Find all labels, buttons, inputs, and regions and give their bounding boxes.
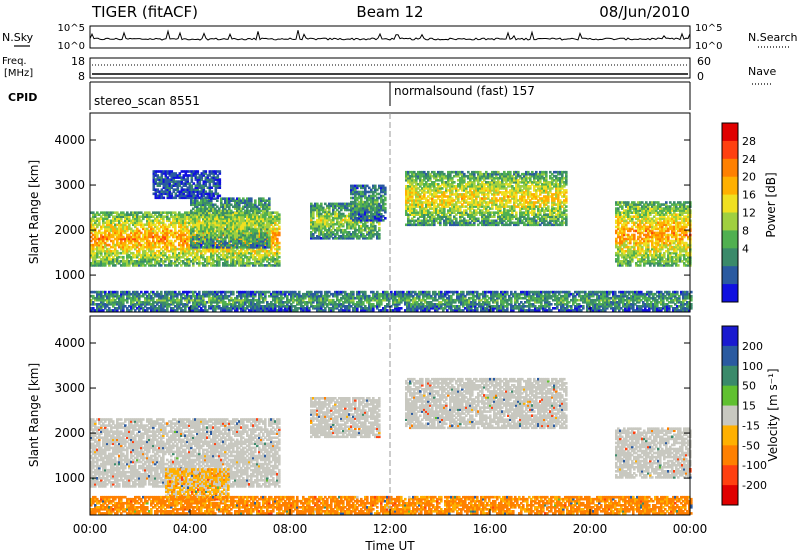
echo-cell: [122, 256, 125, 259]
echo-cell: [163, 197, 166, 200]
echo-cell: [374, 185, 377, 188]
echo-cell: [219, 178, 222, 181]
echo-cell: [278, 213, 281, 216]
echo-cell: [278, 226, 281, 229]
nsky-label: N.Sky: [2, 31, 34, 44]
echo-cell: [250, 197, 253, 200]
echo-cell: [278, 242, 281, 245]
echo-cell: [278, 256, 281, 259]
echo-cell: [378, 227, 381, 230]
noise-bottom-tick: 10^0: [58, 41, 85, 52]
nave-tick-bottom: 0: [697, 70, 704, 83]
echo-cell: [278, 232, 281, 235]
echo-cell: [384, 207, 387, 210]
noise-right-top-tick: 10^5: [695, 23, 722, 34]
power-data: [90, 170, 693, 312]
echo-cell: [254, 199, 257, 202]
echo-cell: [374, 225, 377, 228]
echo-cell: [278, 252, 281, 255]
nave-tick-top: 60: [697, 55, 711, 68]
freq-tick-top: 18: [71, 55, 85, 68]
echo-cell: [455, 218, 458, 221]
nave-label: Nave: [748, 65, 776, 78]
echo-cell: [378, 233, 381, 236]
cpid-segment-2: normalsound (fast) 157: [394, 84, 535, 98]
freq-label-line1: Freq.: [2, 56, 27, 67]
echo-cell: [219, 195, 222, 198]
echo-cell: [477, 218, 480, 221]
echo-cell: [216, 199, 219, 202]
echo-cell: [205, 170, 208, 173]
cpid-label: CPID: [8, 91, 37, 104]
date-title: 08/Jun/2010: [599, 3, 690, 21]
cpid-panel: CPID stereo_scan 8551 normalsound (fast)…: [8, 82, 690, 110]
noise-trace: [90, 30, 690, 40]
freq-panel: Freq. [MHz] 18 8 60 0 Nave: [2, 55, 776, 84]
noise-trace-path: [90, 30, 690, 40]
noise-panel-frame: [90, 26, 690, 48]
echo-cell: [320, 203, 323, 206]
freq-tick-bottom: 8: [78, 70, 85, 83]
echo-cell: [276, 238, 279, 241]
echo-cell: [197, 170, 200, 173]
echo-cell: [278, 260, 281, 263]
noise-panel: N.Sky 10^5 10^0 10^5 10^0 N.Search: [2, 23, 798, 52]
noise-top-tick: 10^5: [58, 23, 85, 34]
echo-cell: [268, 212, 271, 215]
nsearch-label: N.Search: [748, 31, 798, 44]
echo-cell: [219, 170, 222, 173]
cpid-segment-1: stereo_scan 8551: [94, 94, 200, 108]
freq-panel-frame: [90, 58, 690, 78]
echo-cell: [268, 197, 271, 200]
echo-cell: [268, 224, 271, 227]
echo-cell: [384, 203, 387, 206]
beam-title: Beam 12: [356, 3, 423, 21]
echo-cell: [384, 217, 387, 220]
echo-cell: [242, 218, 245, 221]
echo-cell: [384, 197, 387, 200]
noise-right-bottom-tick: 10^0: [695, 41, 722, 52]
echo-cell: [278, 246, 281, 249]
echo-cell: [384, 187, 387, 190]
echo-cell: [453, 181, 456, 184]
echo-cell: [268, 230, 271, 233]
echo-cell: [230, 210, 233, 213]
freq-label-line2: [MHz]: [4, 68, 33, 79]
station-title: TIGER (fitACF): [91, 3, 198, 21]
